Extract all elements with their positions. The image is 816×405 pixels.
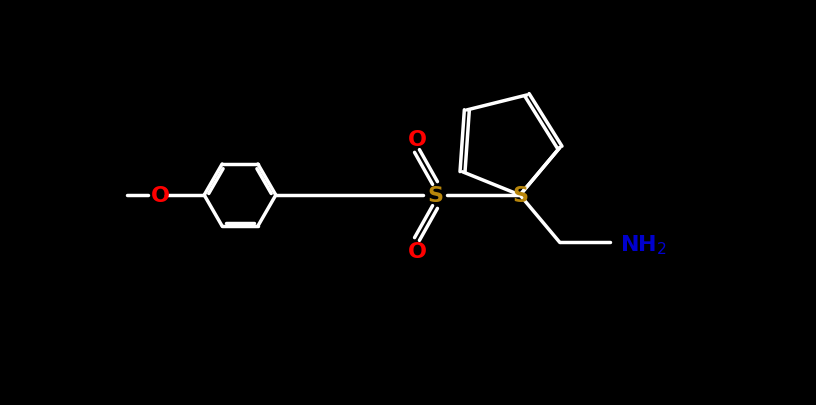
Text: NH$_2$: NH$_2$ bbox=[620, 233, 667, 257]
Text: S: S bbox=[427, 185, 443, 205]
Text: O: O bbox=[407, 130, 427, 149]
Text: S: S bbox=[512, 185, 528, 205]
Text: O: O bbox=[151, 185, 171, 205]
Text: O: O bbox=[407, 241, 427, 261]
